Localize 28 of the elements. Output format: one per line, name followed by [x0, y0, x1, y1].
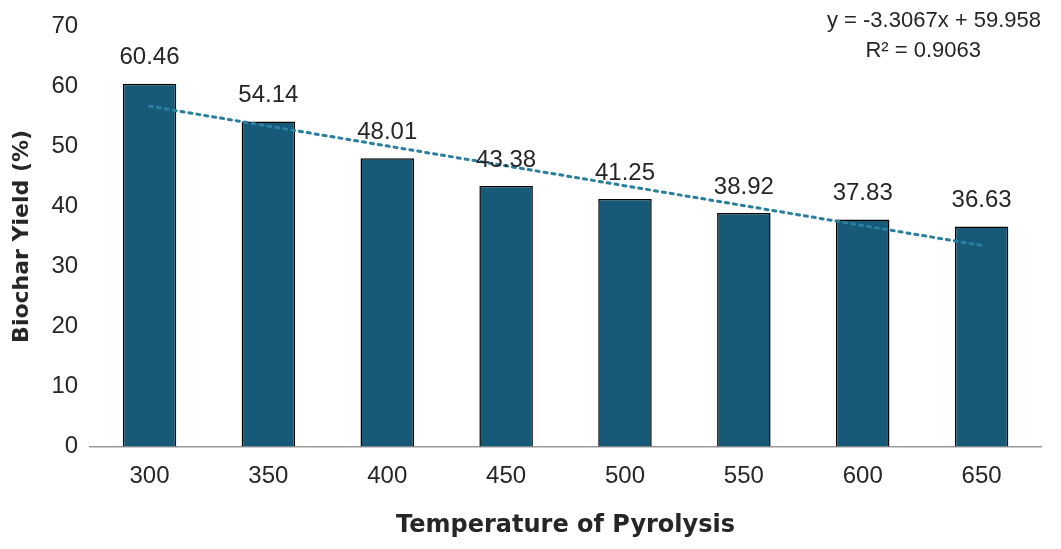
x-axis-title: Temperature of Pyrolysis — [396, 509, 736, 538]
x-tick-label: 550 — [723, 461, 764, 489]
y-tick-label: 40 — [51, 191, 79, 219]
data-label: 36.63 — [951, 185, 1012, 213]
x-tick-label: 350 — [248, 461, 289, 489]
y-tick-label: 50 — [51, 131, 79, 159]
annotation: y = -3.3067x + 59.958 — [826, 7, 1041, 33]
data-label: 38.92 — [713, 171, 774, 199]
y-axis-title: Biochar Yield (%) — [7, 129, 33, 343]
x-tick-label: 650 — [961, 461, 1002, 489]
y-tick-label: 0 — [64, 431, 79, 459]
data-label: 37.83 — [832, 178, 893, 206]
y-tick-label: 20 — [51, 311, 79, 339]
data-label: 48.01 — [357, 116, 418, 144]
data-label: 54.14 — [238, 80, 299, 108]
y-tick-label: 60 — [51, 71, 79, 99]
data-label: 60.46 — [119, 42, 180, 70]
y-tick-label: 70 — [51, 11, 79, 39]
y-tick-label: 30 — [51, 251, 79, 279]
data-label: 41.25 — [594, 157, 656, 185]
x-tick-label: 600 — [842, 461, 883, 489]
annotation: R² = 0.9063 — [865, 37, 981, 63]
x-tick-label: 300 — [129, 461, 170, 489]
data-label: 43.38 — [476, 144, 537, 172]
x-tick-label: 400 — [367, 461, 408, 489]
x-tick-label: 500 — [604, 461, 645, 489]
x-tick-label: 450 — [486, 461, 527, 489]
y-tick-label: 10 — [51, 371, 79, 399]
